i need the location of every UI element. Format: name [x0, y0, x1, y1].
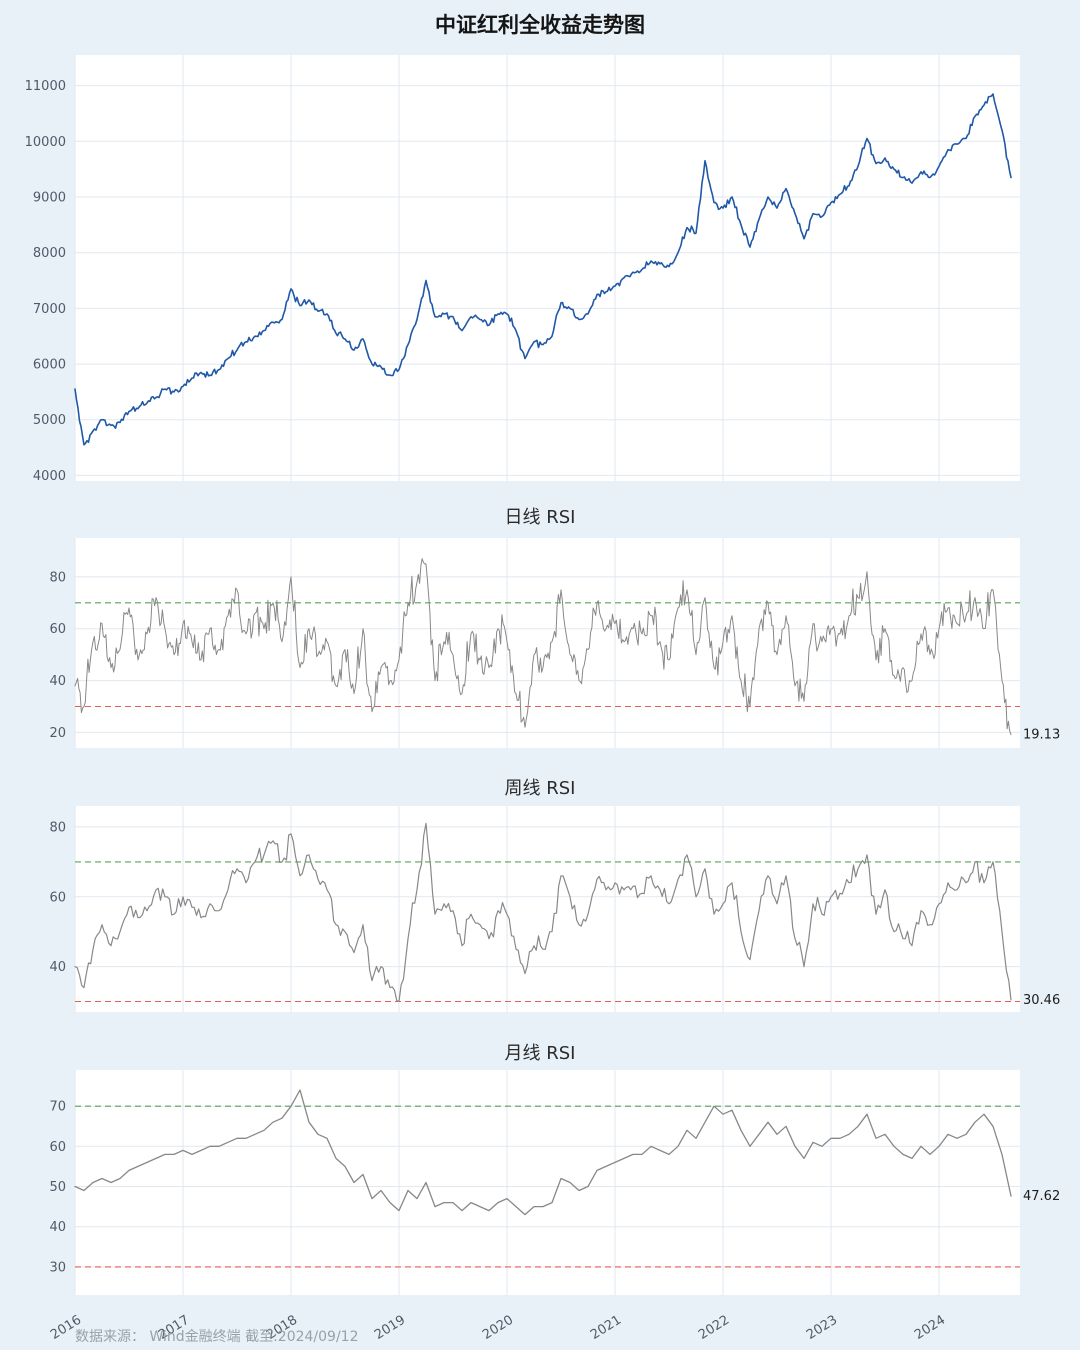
svg-text:9000: 9000: [33, 191, 66, 206]
svg-text:60: 60: [49, 1140, 66, 1155]
svg-text:2024: 2024: [912, 1313, 948, 1343]
svg-text:70: 70: [49, 1100, 66, 1115]
svg-text:40: 40: [49, 674, 66, 689]
svg-text:2020: 2020: [480, 1313, 516, 1343]
svg-text:47.62: 47.62: [1023, 1189, 1060, 1204]
data-source-note: 数据来源： Wind金融终端 截至:2024/09/12: [75, 1329, 359, 1345]
svg-text:2021: 2021: [588, 1313, 624, 1343]
svg-text:30: 30: [49, 1260, 66, 1275]
panel-daily_rsi: 20 40 60 80 19.13: [49, 538, 1060, 748]
svg-text:40: 40: [49, 960, 66, 975]
svg-text:20: 20: [49, 726, 66, 741]
page-title: 中证红利全收益走势图: [435, 13, 645, 37]
monthly-rsi-title: 月线 RSI: [504, 1043, 576, 1064]
svg-text:80: 80: [49, 820, 66, 835]
daily-rsi-title: 日线 RSI: [504, 507, 576, 528]
svg-text:2022: 2022: [696, 1313, 732, 1343]
svg-text:50: 50: [49, 1180, 66, 1195]
svg-text:2023: 2023: [804, 1313, 840, 1343]
panel-price: 4000 5000 6000 7000 8000 9000 10000 11000: [25, 55, 1020, 484]
svg-text:80: 80: [49, 570, 66, 585]
svg-text:4000: 4000: [33, 469, 66, 484]
svg-text:2019: 2019: [372, 1313, 408, 1343]
svg-text:30.46: 30.46: [1023, 993, 1060, 1008]
svg-text:40: 40: [49, 1220, 66, 1235]
svg-text:19.13: 19.13: [1023, 728, 1060, 743]
svg-text:7000: 7000: [33, 302, 66, 317]
svg-text:60: 60: [49, 890, 66, 905]
svg-text:11000: 11000: [25, 79, 66, 94]
svg-text:5000: 5000: [33, 413, 66, 428]
svg-text:6000: 6000: [33, 358, 66, 373]
svg-text:10000: 10000: [25, 135, 66, 150]
panel-weekly_rsi: 40 60 80 30.46: [49, 806, 1060, 1012]
svg-text:60: 60: [49, 622, 66, 637]
svg-text:8000: 8000: [33, 246, 66, 261]
weekly-rsi-title: 周线 RSI: [504, 778, 576, 799]
